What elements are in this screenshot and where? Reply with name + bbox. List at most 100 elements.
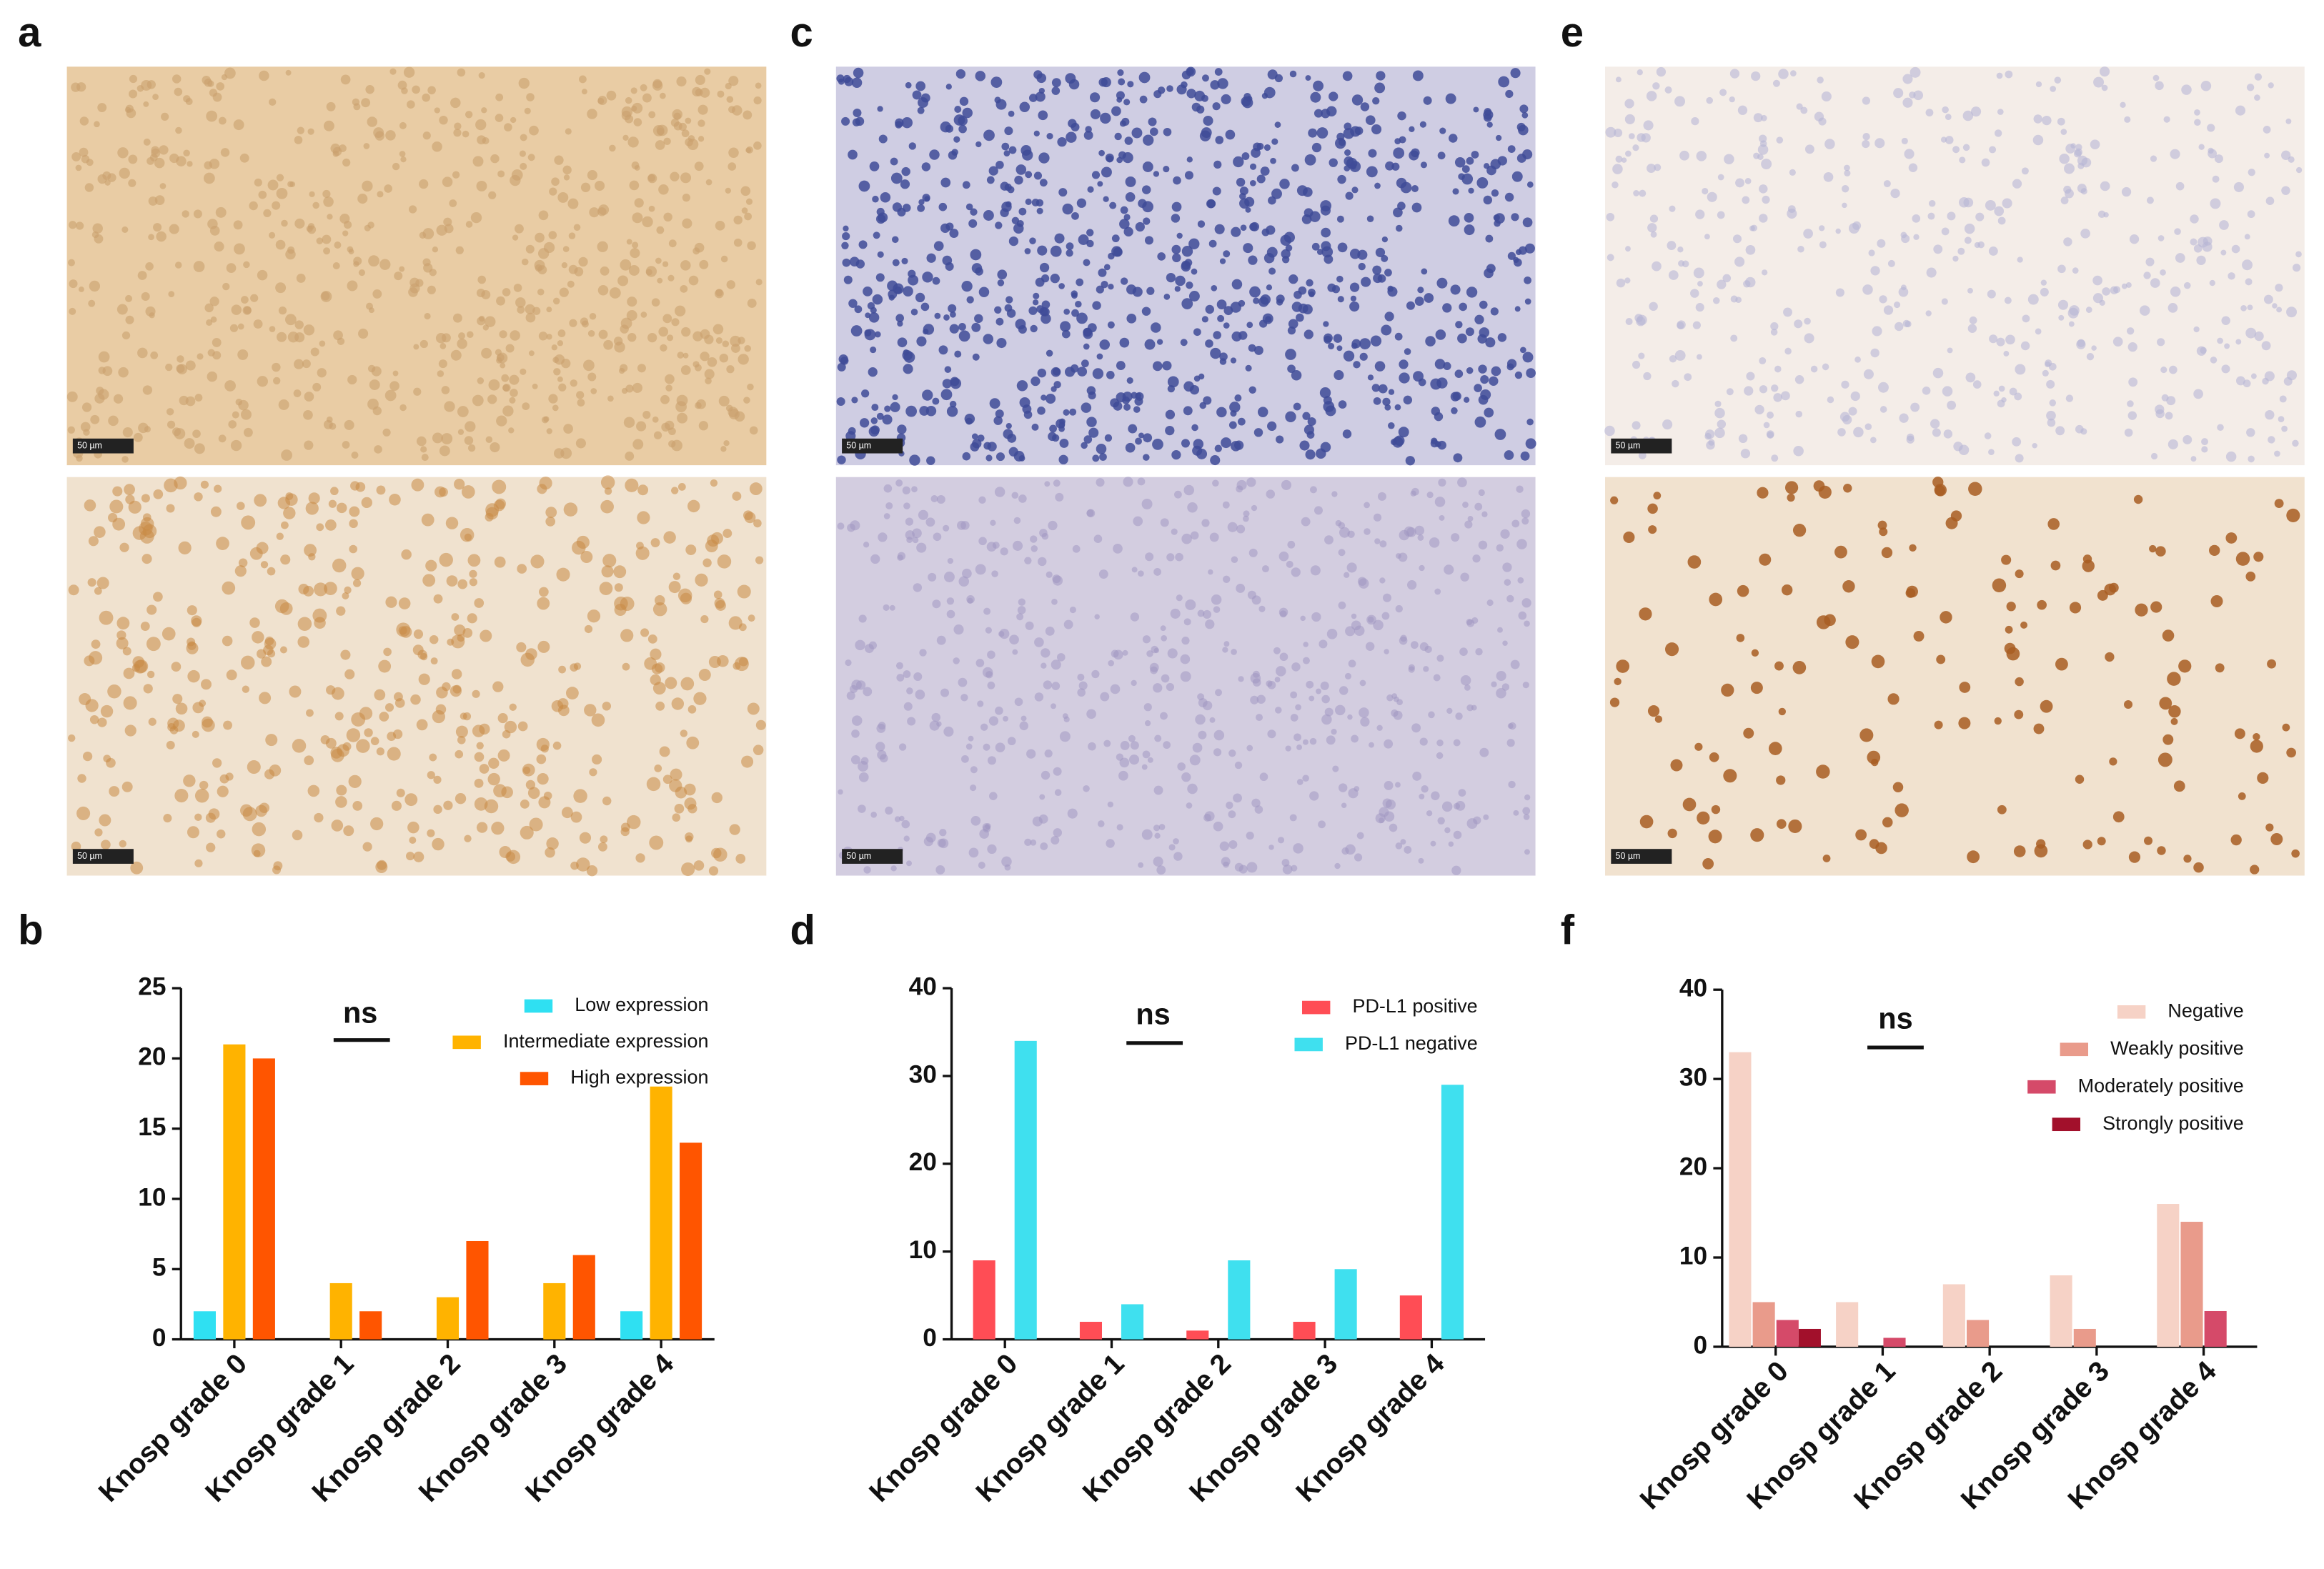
cell-nucleus xyxy=(1051,86,1061,95)
y-tick-label: 10 xyxy=(1679,1242,1707,1270)
cell-nucleus xyxy=(1056,653,1066,662)
cell-nucleus xyxy=(600,475,615,489)
cell-nucleus xyxy=(995,409,1004,419)
cell-nucleus xyxy=(1475,648,1483,656)
cell-nucleus xyxy=(2059,154,2070,164)
cell-nucleus xyxy=(878,532,888,542)
legend-swatch xyxy=(1294,1037,1323,1052)
cell-nucleus xyxy=(515,297,526,308)
cell-nucleus xyxy=(427,771,435,779)
bar xyxy=(1334,1269,1357,1340)
cell-nucleus xyxy=(1359,352,1368,361)
cell-nucleus xyxy=(2194,109,2200,116)
cell-nucleus xyxy=(2246,84,2255,91)
cell-nucleus xyxy=(995,317,1004,326)
cell-nucleus xyxy=(1834,545,1847,559)
cell-nucleus xyxy=(1473,816,1481,825)
cell-nucleus xyxy=(1003,429,1013,439)
cell-nucleus xyxy=(1395,604,1403,613)
cell-nucleus xyxy=(422,93,431,102)
cell-nucleus xyxy=(651,663,663,674)
cell-nucleus xyxy=(241,296,249,304)
bar xyxy=(1883,1338,1906,1347)
cell-nucleus xyxy=(1509,722,1516,730)
cell-nucleus xyxy=(651,298,660,307)
cell-nucleus xyxy=(340,74,351,85)
cell-nucleus xyxy=(1217,78,1228,89)
cell-nucleus xyxy=(1268,196,1276,205)
cell-nucleus xyxy=(1411,148,1420,158)
cell-nucleus xyxy=(1304,154,1316,166)
cell-nucleus xyxy=(312,608,327,623)
cell-nucleus xyxy=(537,640,550,653)
cell-nucleus xyxy=(1399,359,1409,369)
cell-nucleus xyxy=(1672,379,1679,388)
cell-nucleus xyxy=(755,719,766,730)
cell-nucleus xyxy=(1478,364,1487,374)
cell-nucleus xyxy=(728,76,739,86)
cell-nucleus xyxy=(1744,178,1752,184)
cell-nucleus xyxy=(2046,379,2055,389)
cell-nucleus xyxy=(1234,761,1243,769)
cell-nucleus xyxy=(537,265,547,275)
cell-nucleus xyxy=(1180,654,1191,664)
cell-nucleus xyxy=(525,312,536,323)
cell-nucleus xyxy=(640,628,650,637)
cell-nucleus xyxy=(123,667,135,679)
cell-nucleus xyxy=(400,156,407,163)
cell-nucleus xyxy=(717,654,729,667)
cell-nucleus xyxy=(1214,224,1225,234)
cell-nucleus xyxy=(1181,298,1193,309)
cell-nucleus xyxy=(1438,478,1446,487)
cell-nucleus xyxy=(728,407,738,417)
cell-nucleus xyxy=(249,201,258,211)
cell-nucleus xyxy=(896,674,905,682)
cell-nucleus xyxy=(626,815,641,830)
cell-nucleus xyxy=(2057,264,2066,274)
cell-nucleus xyxy=(1483,195,1493,205)
cell-nucleus xyxy=(974,314,983,324)
cell-nucleus xyxy=(281,521,289,529)
cell-nucleus xyxy=(464,436,474,445)
cell-nucleus xyxy=(1464,520,1473,529)
cell-nucleus xyxy=(467,613,477,624)
cell-nucleus xyxy=(1188,291,1200,302)
cell-nucleus xyxy=(1524,620,1530,627)
bar xyxy=(1079,1322,1103,1340)
cell-nucleus xyxy=(1221,437,1232,449)
cell-nucleus xyxy=(1125,176,1136,187)
cell-nucleus xyxy=(69,307,76,315)
cell-nucleus xyxy=(241,409,252,420)
cell-nucleus xyxy=(421,513,434,527)
cell-nucleus xyxy=(1821,91,1832,102)
cell-nucleus xyxy=(1373,397,1381,405)
cell-nucleus xyxy=(901,820,910,829)
cell-nucleus xyxy=(394,698,405,708)
cell-nucleus xyxy=(2101,84,2108,91)
cell-nucleus xyxy=(2064,163,2075,174)
cell-nucleus xyxy=(859,418,870,428)
cell-nucleus xyxy=(565,687,579,699)
cell-nucleus xyxy=(525,648,537,660)
cell-nucleus xyxy=(1046,393,1056,404)
cell-nucleus xyxy=(538,796,551,809)
cell-nucleus xyxy=(1208,569,1213,575)
cell-nucleus xyxy=(129,89,138,99)
cell-nucleus xyxy=(1496,544,1504,552)
cell-nucleus xyxy=(1167,648,1178,659)
cell-nucleus xyxy=(2021,167,2029,175)
cell-nucleus xyxy=(376,485,386,495)
cell-nucleus xyxy=(1913,234,1920,240)
cell-nucleus xyxy=(119,840,126,848)
cell-nucleus xyxy=(1468,187,1474,194)
cell-nucleus xyxy=(1256,714,1263,722)
cell-nucleus xyxy=(2200,81,2212,91)
cell-nucleus xyxy=(660,344,667,352)
cell-nucleus xyxy=(1902,97,1913,108)
cell-nucleus xyxy=(1612,181,1619,189)
cell-nucleus xyxy=(1471,617,1479,624)
cell-nucleus xyxy=(1246,744,1253,752)
cell-nucleus xyxy=(1219,258,1226,264)
cell-nucleus xyxy=(1063,409,1070,416)
cell-nucleus xyxy=(1302,412,1311,420)
